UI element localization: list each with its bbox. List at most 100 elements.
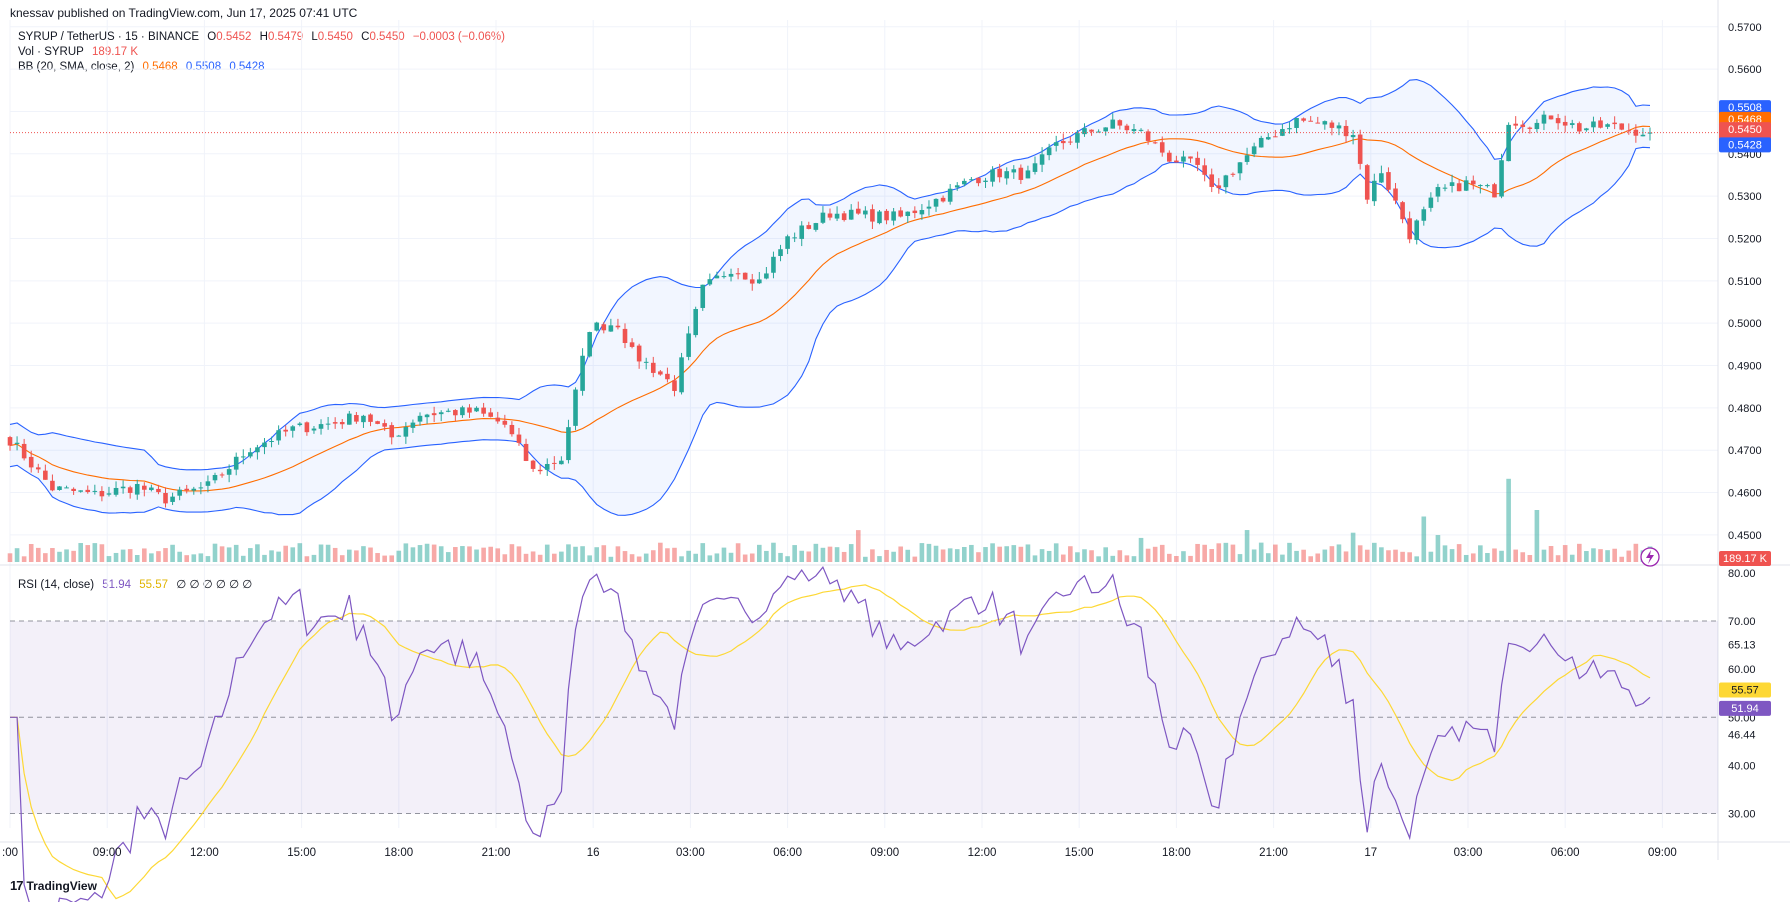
candle	[142, 482, 147, 497]
candle	[905, 211, 911, 224]
candle-body	[163, 492, 168, 504]
candle	[1152, 141, 1158, 145]
candle-body	[566, 427, 571, 461]
candle	[1315, 116, 1321, 124]
candle	[544, 458, 550, 476]
candle	[898, 207, 903, 218]
volume-bar	[926, 543, 932, 562]
volume-label[interactable]: Vol · SYRUP	[18, 46, 84, 58]
volume-bar	[474, 549, 479, 562]
candle-body	[1449, 182, 1455, 186]
rsi-tick-label: 30.00	[1728, 809, 1756, 821]
candle	[248, 447, 253, 459]
candle	[615, 318, 621, 330]
candle-body	[855, 208, 861, 214]
candle-body	[700, 284, 706, 308]
volume-bar	[587, 555, 592, 562]
candle-body	[601, 324, 607, 331]
candle	[658, 369, 663, 376]
volume-bar	[721, 547, 727, 562]
rsi-ma-value: 55.57	[139, 579, 169, 591]
candle-body	[580, 355, 585, 391]
time-tick-label: 16	[587, 847, 600, 859]
volume-bar	[233, 544, 239, 562]
candle-body	[481, 407, 486, 414]
candle-body	[453, 410, 458, 416]
candle	[1131, 123, 1137, 135]
candle	[785, 234, 790, 255]
candle-body	[1435, 187, 1441, 197]
price-tick-label: 0.5100	[1728, 276, 1762, 288]
bb-label[interactable]: BB (20, SMA, close, 2)	[18, 61, 135, 73]
candle-body	[679, 357, 684, 393]
volume-bar	[424, 543, 430, 562]
candle	[219, 472, 225, 478]
candle	[339, 419, 345, 429]
candle-body	[1421, 209, 1427, 221]
candle	[1294, 117, 1299, 134]
candle	[1159, 136, 1165, 157]
volume-bar	[728, 552, 734, 562]
candle	[509, 421, 515, 437]
candle-body	[976, 177, 981, 184]
candle	[1046, 143, 1052, 161]
candle-body	[806, 225, 812, 229]
volume-bar	[403, 543, 409, 562]
candle-body	[615, 325, 621, 328]
volume-bar	[686, 550, 691, 562]
candle	[1011, 165, 1017, 179]
candle-body	[1350, 135, 1356, 138]
candle-body	[389, 425, 395, 438]
rsi-ma-line	[10, 584, 1651, 900]
volume-bar	[318, 544, 324, 562]
volume-bar	[1167, 553, 1172, 562]
candle	[1082, 123, 1087, 137]
volume-bar	[749, 553, 755, 562]
rsi-label[interactable]: RSI (14, close)	[18, 579, 95, 591]
candle	[1577, 121, 1582, 135]
open-value: 0.5452	[216, 31, 252, 43]
volume-bar	[1336, 544, 1342, 562]
candle	[1357, 129, 1363, 170]
candle-body	[1414, 220, 1420, 240]
candle-body	[1145, 131, 1151, 141]
candle-body	[191, 488, 197, 491]
symbol-legend: SYRUP / TetherUS · 15 · BINANCE O0.5452 …	[18, 31, 510, 43]
candle-body	[467, 407, 472, 413]
candle	[848, 204, 854, 220]
candle	[1237, 162, 1243, 181]
candle	[1386, 167, 1391, 193]
volume-bar	[396, 550, 402, 562]
candle	[347, 410, 352, 425]
volume-bar	[1053, 543, 1059, 562]
volume-bar	[1145, 548, 1151, 562]
candle	[233, 452, 239, 476]
candle-body	[721, 276, 727, 278]
candle-body	[1619, 123, 1625, 130]
volume-bar	[71, 550, 76, 562]
candle-body	[1124, 125, 1130, 131]
symbol-label[interactable]: SYRUP / TetherUS · 15 · BINANCE	[18, 31, 200, 43]
volume-bar	[1562, 545, 1568, 562]
volume-bar	[240, 555, 246, 562]
candle	[559, 456, 564, 465]
candle-body	[262, 442, 267, 448]
candle	[820, 206, 826, 225]
candle-body	[1301, 118, 1306, 121]
volume-bar	[177, 551, 182, 562]
volume-bar	[1584, 551, 1589, 562]
candle-body	[629, 342, 635, 347]
time-tick-label: 12:00	[190, 847, 219, 859]
candle-body	[997, 168, 1002, 178]
volume-bar	[509, 544, 515, 562]
volume-bar	[438, 546, 444, 562]
candle-body	[1534, 122, 1540, 130]
candle	[1273, 129, 1278, 138]
candle	[269, 436, 274, 448]
candle	[120, 480, 126, 494]
volume-price-tag-bg	[1719, 551, 1771, 566]
volume-bar	[1577, 543, 1582, 562]
volume-bar	[1068, 546, 1073, 562]
